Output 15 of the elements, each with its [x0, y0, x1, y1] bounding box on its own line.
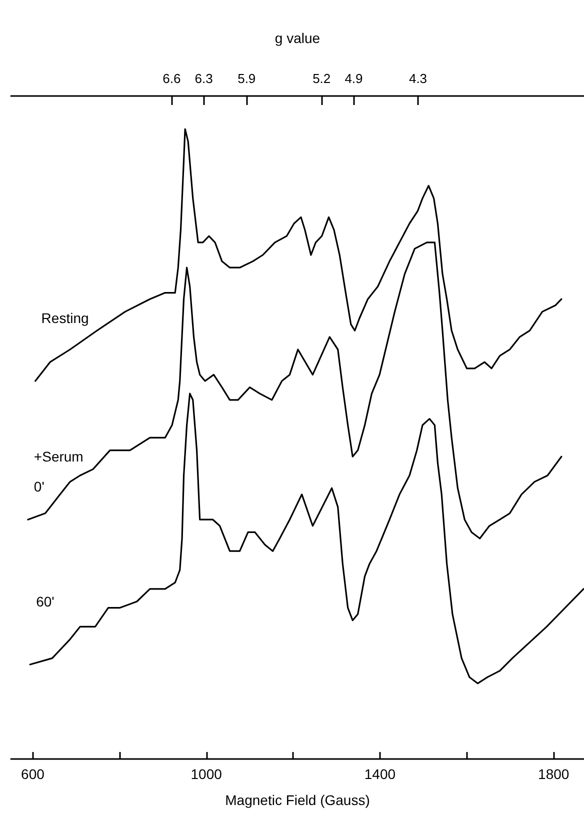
x2-tick-label: 6.3 — [194, 71, 213, 86]
x-tick-label: 600 — [21, 766, 45, 782]
x-tick-label: 1800 — [538, 766, 570, 782]
text: 60' — [36, 594, 54, 610]
x2-tick-label: 5.2 — [312, 71, 331, 86]
x2-tick-label: 4.9 — [344, 71, 363, 86]
x2-tick-label: 6.6 — [162, 71, 181, 86]
x2-tick-label: 4.3 — [408, 71, 428, 86]
x-tick-label: 1000 — [190, 766, 222, 782]
x2-axis-title: g value — [274, 30, 320, 46]
x-tick-label: 1400 — [364, 766, 396, 782]
x2-tick-label: 5.9 — [238, 71, 256, 86]
series-label: Resting — [41, 310, 89, 326]
series-label: +Serum 0' — [34, 448, 84, 495]
x-axis-title: Magnetic Field (Gauss) — [225, 792, 370, 808]
